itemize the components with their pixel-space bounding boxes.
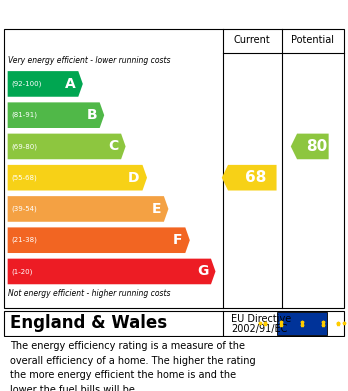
Bar (277, 312, 327, 335)
Text: (39-54): (39-54) (11, 206, 37, 212)
Text: EU Directive: EU Directive (231, 314, 292, 324)
Polygon shape (8, 196, 168, 222)
Text: G: G (197, 264, 208, 278)
Polygon shape (291, 134, 329, 159)
Text: England & Wales: England & Wales (10, 314, 168, 332)
Text: (81-91): (81-91) (11, 112, 37, 118)
Text: (92-100): (92-100) (11, 81, 41, 87)
Polygon shape (8, 71, 83, 97)
Text: (55-68): (55-68) (11, 174, 37, 181)
Polygon shape (8, 228, 190, 253)
Text: D: D (128, 171, 140, 185)
Text: A: A (65, 77, 76, 91)
Polygon shape (8, 165, 147, 190)
Text: Potential: Potential (291, 35, 334, 45)
Polygon shape (222, 165, 277, 190)
Text: Not energy efficient - higher running costs: Not energy efficient - higher running co… (8, 289, 170, 298)
Text: F: F (173, 233, 182, 247)
Text: 80: 80 (306, 139, 327, 154)
Text: C: C (108, 140, 118, 153)
Text: 2002/91/EC: 2002/91/EC (231, 324, 288, 334)
Text: (21-38): (21-38) (11, 237, 37, 244)
Text: 68: 68 (245, 170, 267, 185)
Text: B: B (86, 108, 97, 122)
Text: Energy Efficiency Rating: Energy Efficiency Rating (10, 6, 220, 21)
Text: (1-20): (1-20) (11, 268, 32, 275)
Polygon shape (8, 258, 215, 284)
Text: Very energy efficient - lower running costs: Very energy efficient - lower running co… (8, 56, 170, 65)
Text: (69-80): (69-80) (11, 143, 37, 150)
Polygon shape (8, 102, 104, 128)
Text: E: E (152, 202, 161, 216)
Polygon shape (8, 134, 126, 159)
Text: The energy efficiency rating is a measure of the
overall efficiency of a home. T: The energy efficiency rating is a measur… (10, 341, 256, 391)
Text: Current: Current (234, 35, 271, 45)
